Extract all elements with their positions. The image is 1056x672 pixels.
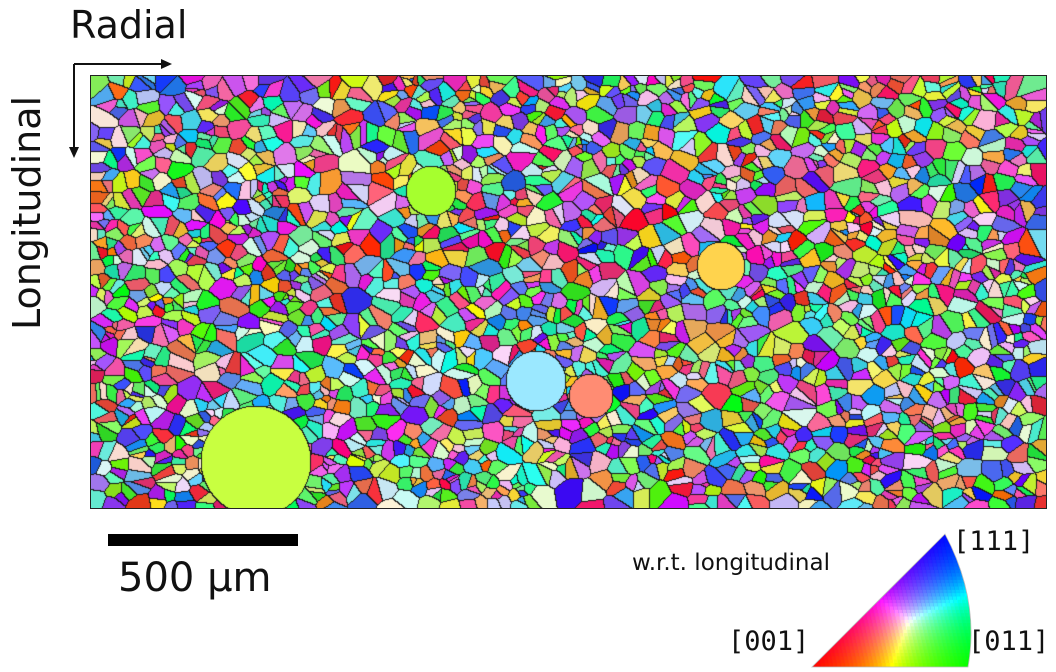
ipf-corner-011: [011] [968,626,1050,657]
ebsd-grain-map [90,75,1047,509]
label-radial: Radial [70,3,188,47]
ipf-corner-111: [111] [953,526,1035,557]
scale-bar [108,534,298,546]
grain-map-canvas [91,76,1046,508]
scale-bar-label: 500 μm [118,555,272,601]
ipf-corner-001: [001] [728,626,810,657]
ipf-legend-title: w.r.t. longitudinal [632,550,830,576]
direction-arrows-icon [69,59,172,158]
